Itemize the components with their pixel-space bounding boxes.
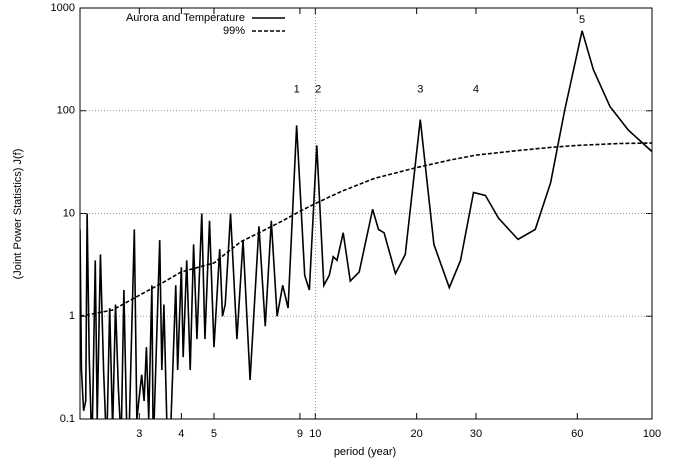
x-tick-label: 5 [211,428,217,440]
annotation: 3 [417,84,423,96]
legend-label: Aurora and Temperature [126,12,245,24]
annotation: 5 [579,14,585,26]
x-tick-label: 4 [178,428,184,440]
x-axis-label: period (year) [334,446,396,458]
series-line [80,30,652,419]
y-tick-label: 1000 [51,2,75,14]
y-axis-label: (Joint Power Statistics) J(f) [12,149,24,280]
legend-label: 99% [223,25,245,37]
x-tick-label: 30 [470,428,482,440]
annotation: 4 [473,84,479,96]
annotation: 2 [315,84,321,96]
series-line [80,142,652,318]
x-tick-label: 10 [309,428,321,440]
plot-frame [79,7,653,420]
y-tick-label: 100 [57,105,75,117]
x-tick-label: 60 [571,428,583,440]
y-tick-label: 0.1 [60,413,75,425]
x-tick-label: 20 [411,428,423,440]
y-tick-label: 1 [69,310,75,322]
x-tick-label: 9 [297,428,303,440]
annotation: 1 [294,84,300,96]
y-tick-label: 10 [63,207,75,219]
x-tick-label: 3 [136,428,142,440]
x-tick-label: 100 [643,428,661,440]
